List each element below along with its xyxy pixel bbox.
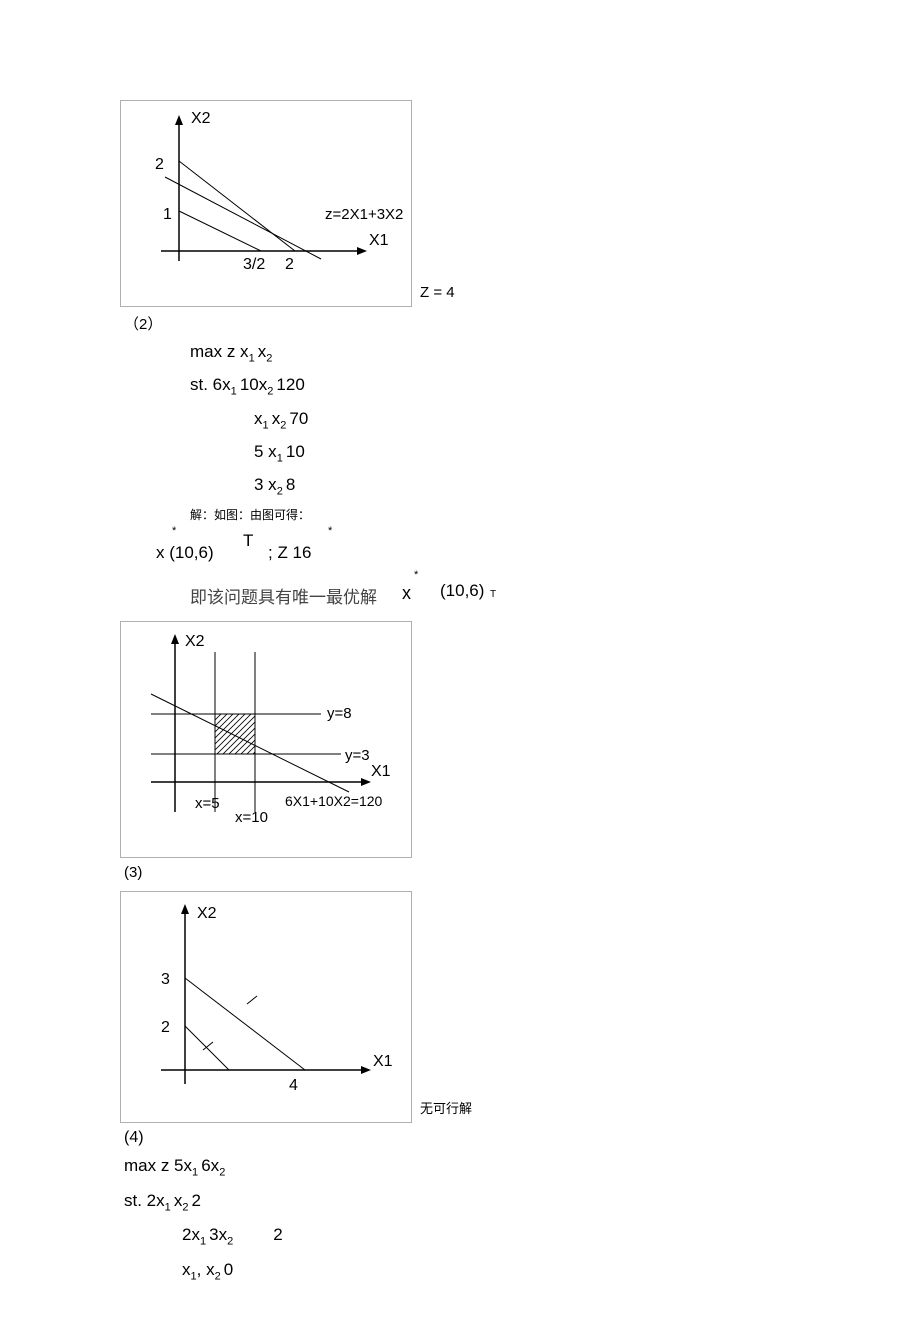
fig2-y-axis-label: X2 — [185, 633, 205, 650]
p2-obj: max z x1 x2 — [190, 336, 800, 369]
p2-st: st. 6x1 10x2 120 — [190, 369, 800, 402]
fig1-xtick-0: 3/2 — [243, 256, 265, 273]
p4-obj: max z 5x1 6x2 — [124, 1149, 800, 1183]
figure-2: X2 X1 y=8 y=3 x=5 x=10 6X1+10X2=120 — [120, 621, 412, 858]
figure-3: X2 X1 3 2 4 — [120, 891, 412, 1123]
fig1-side-text: Z = 4 — [420, 284, 455, 307]
fig1-ytick-1: 1 — [163, 206, 172, 223]
fig2-line: 6X1+10X2=120 — [285, 793, 383, 809]
p2-note: 解：如图：由图可得： — [190, 506, 800, 523]
fig1-ytick-0: 2 — [155, 156, 164, 173]
figure-1: X2 X1 2 1 3/2 2 z=2X1+3X2 — [120, 100, 412, 307]
fig2-x5: x=5 — [195, 795, 220, 812]
fig1-obj-label: z=2X1+3X2 — [325, 206, 403, 223]
problem4-index: (4) — [124, 1129, 800, 1147]
fig2-x-axis-label: X1 — [371, 763, 391, 780]
fig3-ytick-1: 2 — [161, 1019, 170, 1036]
fig1-x-axis-label: X1 — [369, 232, 389, 249]
p2-c2: x1 x2 70 — [254, 403, 800, 436]
fig3-y-axis-label: X2 — [197, 905, 217, 922]
fig3-x-axis-label: X1 — [373, 1053, 393, 1070]
fig2-y3: y=3 — [345, 747, 370, 764]
p2-solution-line: * x (10,6) T ; Z 16 * — [138, 525, 800, 577]
fig3-side-text: 无可行解 — [420, 1098, 472, 1123]
fig1-xtick-1: 2 — [285, 256, 294, 273]
problem2-index: （2） — [124, 313, 800, 334]
p4-c3: x1, x2 0 — [182, 1253, 800, 1287]
fig1-y-axis-label: X2 — [191, 110, 211, 127]
p2-conclusion: 即该问题具有唯一最优解 x * (10,6) T — [190, 577, 800, 611]
problem2-block: max z x1 x2 st. 6x1 10x2 120 x1 x2 70 5 … — [190, 336, 800, 502]
problem3-index: (3) — [124, 864, 800, 881]
p4-c2: 2x1 3x22 — [182, 1218, 800, 1252]
fig2-x10: x=10 — [235, 809, 268, 826]
figure-1-svg: X2 X1 2 1 3/2 2 z=2X1+3X2 — [121, 101, 411, 301]
fig3-ytick-0: 3 — [161, 971, 170, 988]
fig3-xtick-0: 4 — [289, 1077, 298, 1094]
p4-st: st. 2x1 x2 2 — [124, 1184, 800, 1218]
p2-c3: 5 x1 10 — [254, 436, 800, 469]
fig2-y8: y=8 — [327, 705, 352, 722]
problem4-block: max z 5x1 6x2 st. 2x1 x2 2 2x1 3x22 x1, … — [124, 1149, 800, 1287]
figure-2-svg: X2 X1 y=8 y=3 x=5 x=10 6X1+10X2=120 — [121, 622, 411, 852]
p2-c4: 3 x2 8 — [254, 469, 800, 502]
figure-3-svg: X2 X1 3 2 4 — [121, 892, 411, 1117]
